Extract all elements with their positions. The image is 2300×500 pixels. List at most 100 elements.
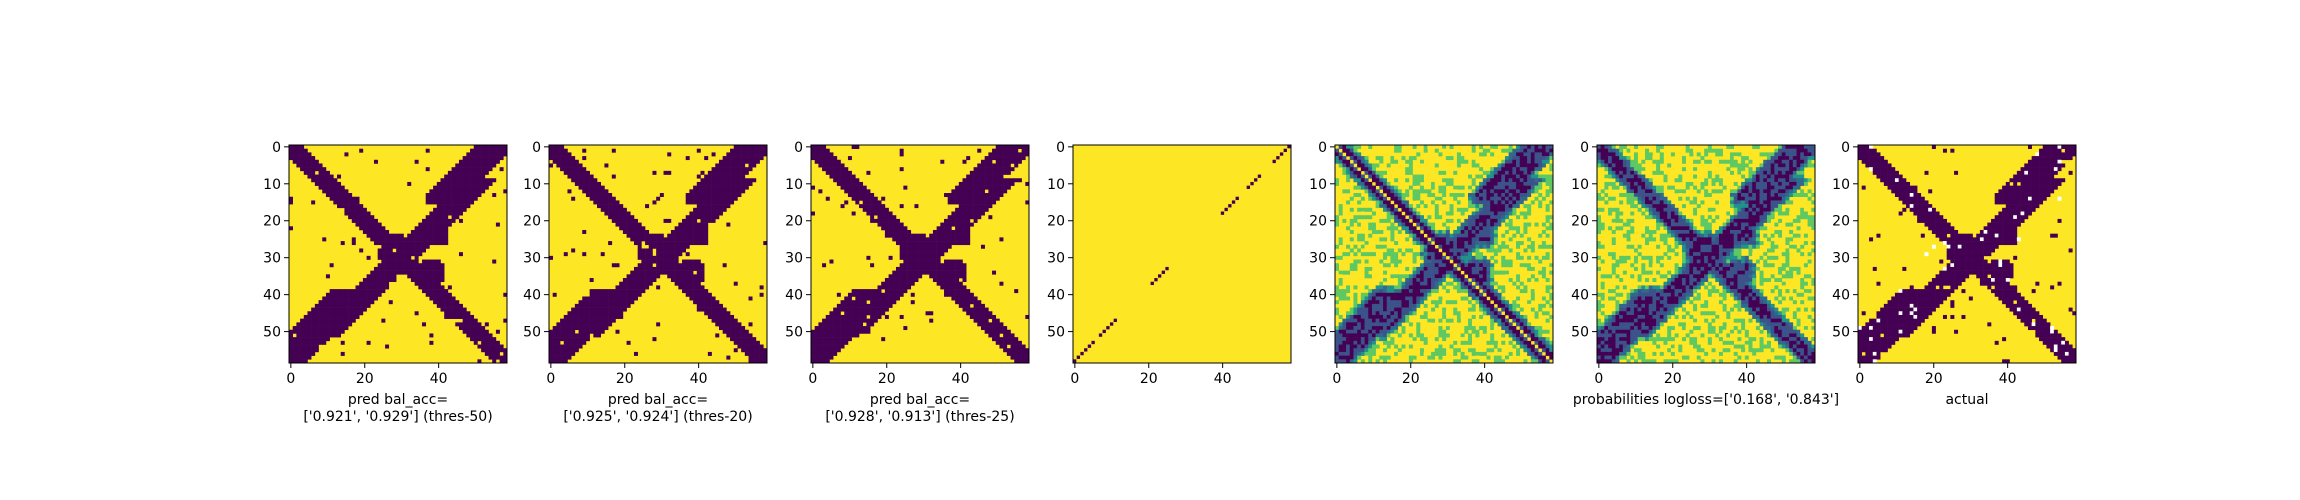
- heatmap-cell: [466, 185, 471, 190]
- heatmap-cell: [1360, 178, 1365, 183]
- heatmap-cell: [969, 292, 974, 297]
- heatmap-cell: [881, 311, 886, 316]
- heatmap-cell: [715, 167, 720, 172]
- heatmap-cell: [1475, 296, 1480, 301]
- heatmap-cell: [682, 285, 687, 290]
- heatmap-cell: [429, 263, 434, 268]
- heatmap-cell: [567, 189, 572, 194]
- heatmap-cell: [1416, 285, 1421, 290]
- x-tick-label: 40: [690, 371, 708, 387]
- heatmap-cell: [847, 303, 852, 308]
- heatmap-cell: [436, 300, 441, 305]
- heatmap-cell: [1419, 170, 1424, 175]
- heatmap-cell: [444, 226, 449, 231]
- heatmap-cell: [932, 270, 937, 275]
- heatmap-cell: [597, 289, 602, 294]
- heatmap-cell: [955, 215, 960, 220]
- heatmap-cell: [693, 296, 698, 301]
- heatmap-cell: [947, 193, 952, 198]
- heatmap-cell: [866, 193, 871, 198]
- heatmap-cell: [492, 351, 497, 356]
- heatmap-cell: [1423, 281, 1428, 286]
- heatmap-cell: [696, 200, 701, 205]
- heatmap-cell: [377, 233, 382, 238]
- heatmap-cell: [700, 170, 705, 175]
- heatmap-cell: [895, 281, 900, 286]
- heatmap-cell: [1530, 241, 1535, 246]
- heatmap-cell: [1408, 296, 1413, 301]
- heatmap-cell: [932, 237, 937, 242]
- heatmap-cell: [1427, 285, 1432, 290]
- heatmap-cell: [737, 322, 742, 327]
- heatmap-cell: [418, 222, 423, 227]
- heatmap-cell: [484, 351, 489, 356]
- heatmap-cell: [611, 204, 616, 209]
- heatmap-cell: [477, 163, 482, 168]
- heatmap-cell: [1453, 255, 1458, 260]
- heatmap-cell: [1386, 185, 1391, 190]
- heatmap-cell: [1364, 156, 1369, 161]
- heatmap-cell: [466, 159, 471, 164]
- heatmap-cell: [1394, 207, 1399, 212]
- heatmap-cell: [571, 351, 576, 356]
- heatmap-cell: [1479, 200, 1484, 205]
- heatmap-cell: [1408, 211, 1413, 216]
- heatmap-cell: [1405, 226, 1410, 231]
- heatmap-cell: [626, 296, 631, 301]
- heatmap-cell: [755, 156, 760, 161]
- heatmap-cell: [1471, 263, 1476, 268]
- heatmap-cell: [707, 204, 712, 209]
- heatmap-cell: [1501, 196, 1506, 201]
- heatmap-cell: [704, 207, 709, 212]
- heatmap-cell: [1368, 233, 1373, 238]
- heatmap-cell: [1516, 255, 1521, 260]
- heatmap-cell: [440, 233, 445, 238]
- heatmap-cell: [932, 259, 937, 264]
- heatmap-cell: [1530, 185, 1535, 190]
- heatmap-cell: [333, 181, 338, 186]
- heatmap-cell: [962, 159, 967, 164]
- heatmap-cell: [626, 218, 631, 223]
- heatmap-cell: [696, 229, 701, 234]
- heatmap-cell: [325, 307, 330, 312]
- heatmap-cell: [1379, 292, 1384, 297]
- heatmap-cell: [473, 318, 478, 323]
- heatmap-cell: [1423, 244, 1428, 249]
- heatmap-cell: [958, 207, 963, 212]
- heatmap-cell: [407, 274, 412, 279]
- heatmap-cell: [737, 333, 742, 338]
- heatmap-cell: [674, 263, 679, 268]
- heatmap-cell: [1471, 303, 1476, 308]
- heatmap-cell: [637, 248, 642, 253]
- heatmap-cell: [436, 266, 441, 271]
- heatmap-cell: [440, 263, 445, 268]
- heatmap-cell: [962, 292, 967, 297]
- heatmap-cell: [1394, 145, 1399, 149]
- heatmap-cell: [1471, 218, 1476, 223]
- y-tick-label: 20: [263, 214, 281, 230]
- heatmap-cell: [1460, 211, 1465, 216]
- heatmap-cell: [503, 348, 508, 353]
- heatmap-cell: [1412, 252, 1417, 257]
- heatmap-cell: [696, 292, 701, 297]
- heatmap-cell: [1504, 196, 1509, 201]
- heatmap-cell: [722, 193, 727, 198]
- heatmap-cell: [633, 281, 638, 286]
- heatmap-cell: [433, 270, 438, 275]
- heatmap-cell: [1427, 252, 1432, 257]
- heatmap-cell: [840, 344, 845, 349]
- heatmap-cell: [870, 263, 875, 268]
- heatmap-cell: [1468, 285, 1473, 290]
- heatmap-cell: [1516, 229, 1521, 234]
- heatmap-cell: [1017, 152, 1022, 157]
- heatmap-cell: [473, 163, 478, 168]
- heatmap-cell: [455, 178, 460, 183]
- heatmap-cell: [689, 218, 694, 223]
- heatmap-cell: [951, 237, 956, 242]
- heatmap-cell: [1342, 159, 1347, 164]
- heatmap-cell: [955, 278, 960, 283]
- heatmap-cell: [678, 263, 683, 268]
- heatmap-cell: [1482, 300, 1487, 305]
- heatmap-cell: [966, 241, 971, 246]
- heatmap-cell: [425, 237, 430, 242]
